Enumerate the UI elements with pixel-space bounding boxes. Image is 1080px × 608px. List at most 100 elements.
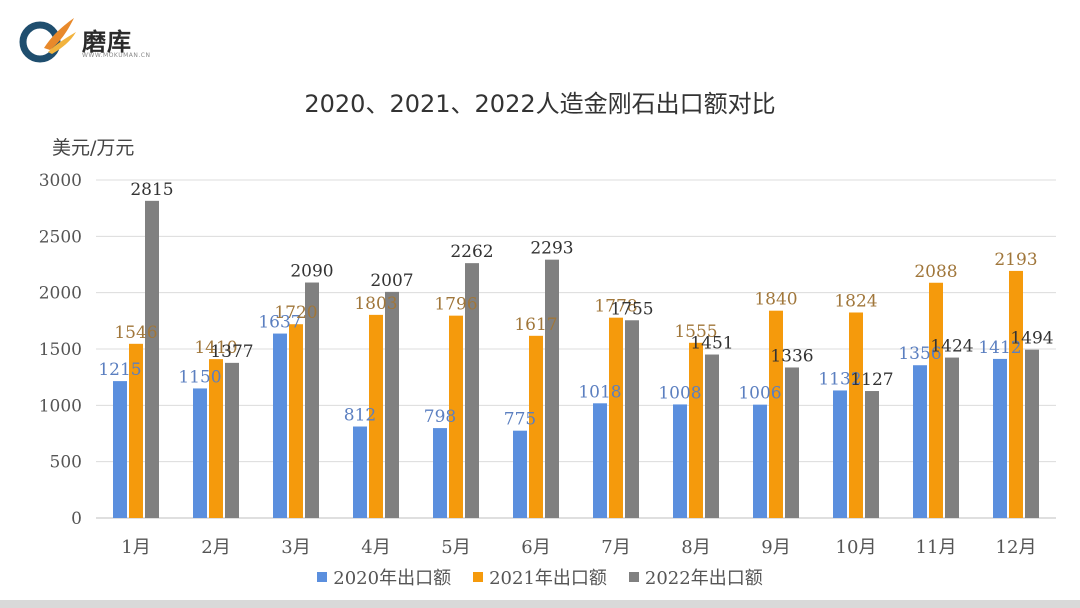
data-label: 2088	[914, 262, 957, 282]
y-tick-label: 1500	[39, 340, 82, 360]
data-label: 2090	[290, 262, 333, 282]
chart-legend: 2020年出口额 2021年出口额 2022年出口额	[0, 564, 1080, 590]
bar	[369, 314, 383, 518]
bar	[609, 317, 623, 518]
data-label: 1637	[258, 313, 301, 333]
x-tick-label: 1月	[121, 537, 150, 558]
x-tick-label: 11月	[916, 537, 957, 558]
data-label: 1555	[674, 322, 717, 342]
data-label: 1006	[738, 384, 781, 404]
bar	[449, 315, 463, 518]
x-tick-label: 5月	[441, 537, 470, 558]
bar	[673, 404, 687, 518]
bar	[769, 310, 783, 518]
y-axis-unit-label: 美元/万元	[52, 137, 135, 159]
data-label: 1451	[690, 334, 733, 354]
y-tick-label: 3000	[39, 171, 82, 191]
bar	[465, 263, 479, 518]
bar	[305, 282, 319, 518]
data-label: 2262	[450, 242, 493, 262]
bar	[1025, 349, 1039, 518]
x-tick-label: 12月	[996, 537, 1037, 558]
data-label: 1410	[194, 338, 237, 358]
bar	[273, 333, 287, 518]
bar	[385, 291, 399, 518]
data-label: 1840	[754, 290, 797, 310]
bottom-divider	[0, 600, 1080, 608]
data-label: 1132	[818, 369, 861, 389]
bar	[865, 391, 879, 518]
data-label: 1377	[210, 342, 253, 362]
bar	[945, 357, 959, 518]
data-label: 1356	[898, 344, 941, 364]
data-label: 1778	[594, 297, 637, 317]
data-label: 2815	[130, 180, 173, 200]
bar	[433, 428, 447, 518]
brand-subtitle: WWW.MOKUMAN.CN	[82, 52, 151, 59]
bar	[113, 381, 127, 518]
bar	[545, 259, 559, 518]
data-label: 1617	[514, 315, 557, 335]
bar	[753, 404, 767, 518]
y-tick-label: 0	[71, 509, 82, 529]
data-label: 1720	[274, 303, 317, 323]
data-label: 2007	[370, 271, 413, 291]
x-tick-label: 9月	[761, 537, 790, 558]
data-label: 1127	[850, 370, 893, 390]
legend-swatch	[628, 572, 639, 582]
bar	[705, 354, 719, 518]
legend-item: 2020年出口额	[317, 564, 451, 590]
data-label: 1150	[178, 367, 221, 387]
data-label: 812	[344, 406, 376, 426]
brand-name: 磨库	[82, 28, 132, 56]
bar	[513, 430, 527, 518]
data-label: 798	[424, 407, 456, 427]
x-tick-label: 2月	[201, 537, 230, 558]
legend-swatch	[473, 572, 484, 582]
data-label: 1215	[98, 360, 141, 380]
data-label: 1494	[1010, 329, 1053, 349]
bar	[129, 343, 143, 518]
bar	[785, 367, 799, 518]
y-tick-label: 2000	[39, 284, 82, 304]
x-tick-label: 6月	[521, 537, 550, 558]
bar	[289, 324, 303, 518]
bar	[145, 200, 159, 519]
bar	[625, 320, 639, 518]
brand-logo	[16, 14, 156, 66]
bar	[353, 426, 367, 518]
data-label: 1336	[770, 346, 813, 366]
x-tick-label: 3月	[281, 537, 310, 558]
data-label: 1008	[658, 383, 701, 403]
data-label: 1412	[978, 338, 1021, 358]
x-tick-label: 10月	[836, 537, 877, 558]
legend-item: 2022年出口额	[628, 564, 763, 590]
bar	[689, 342, 703, 518]
x-tick-label: 4月	[361, 537, 390, 558]
data-label: 1803	[354, 294, 397, 314]
data-label: 1824	[834, 291, 877, 311]
data-label: 2193	[994, 250, 1037, 270]
data-label: 1018	[578, 382, 621, 402]
bar	[913, 365, 927, 518]
data-label: 1424	[930, 337, 973, 357]
data-label: 775	[504, 410, 536, 430]
bar	[833, 390, 847, 518]
bar	[529, 335, 543, 518]
data-label: 1755	[610, 299, 653, 319]
x-tick-label: 8月	[681, 537, 710, 558]
data-label: 1546	[114, 323, 157, 343]
bar	[193, 388, 207, 518]
legend-label: 2022年出口额	[644, 568, 763, 589]
y-tick-label: 500	[50, 453, 82, 473]
bar	[209, 359, 223, 518]
legend-label: 2020年出口额	[333, 568, 452, 589]
legend-swatch	[317, 572, 328, 582]
legend-label: 2021年出口额	[489, 568, 607, 589]
y-tick-label: 2500	[39, 227, 82, 247]
bar	[993, 358, 1007, 518]
y-tick-label: 1000	[39, 396, 82, 416]
bar	[929, 282, 943, 518]
data-label: 2293	[530, 239, 573, 259]
data-label: 1796	[434, 295, 477, 315]
